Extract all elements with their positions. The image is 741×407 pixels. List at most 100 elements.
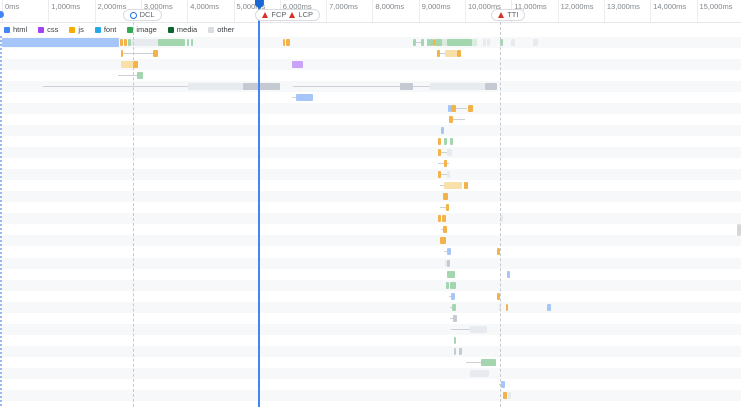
request-bar-js[interactable] bbox=[441, 215, 446, 223]
request-bar-js[interactable] bbox=[451, 104, 457, 112]
request-bar-js[interactable] bbox=[120, 49, 123, 57]
request-bar-other[interactable] bbox=[243, 82, 280, 90]
request-bar-doc[interactable] bbox=[451, 292, 455, 300]
request-bar-css[interactable] bbox=[291, 60, 303, 68]
request-bar-js_pale[interactable] bbox=[120, 60, 134, 68]
request-bar-other_pale[interactable] bbox=[446, 171, 451, 179]
request-bar-img[interactable] bbox=[453, 336, 457, 344]
request-bar-doc[interactable] bbox=[440, 126, 445, 134]
request-bar-other_pale[interactable] bbox=[445, 259, 447, 267]
request-bar-js[interactable] bbox=[437, 49, 440, 57]
request-bar-other_pale[interactable] bbox=[131, 38, 159, 46]
fcp-lcp-badge[interactable]: FCP LCP bbox=[255, 9, 321, 21]
request-bar-js[interactable] bbox=[438, 149, 441, 157]
request-bar-js[interactable] bbox=[433, 38, 435, 46]
request-bar-js[interactable] bbox=[496, 292, 501, 300]
request-bar-other[interactable] bbox=[484, 82, 497, 90]
request-bar-img[interactable] bbox=[427, 38, 430, 46]
request-bar-img[interactable] bbox=[421, 38, 425, 46]
request-bar-other_pale[interactable] bbox=[483, 38, 486, 46]
request-bar-js[interactable] bbox=[120, 38, 123, 46]
request-bar-js[interactable] bbox=[438, 171, 441, 179]
request-bar-js[interactable] bbox=[442, 193, 448, 201]
request-bar-js[interactable] bbox=[496, 248, 501, 256]
request-bar-img_pale[interactable] bbox=[471, 38, 478, 46]
request-bar-img[interactable] bbox=[413, 38, 416, 46]
request-bar-doc[interactable] bbox=[2, 37, 120, 47]
request-lane bbox=[0, 313, 741, 324]
fcp-flag-icon[interactable] bbox=[254, 0, 264, 9]
request-bar-img[interactable] bbox=[137, 71, 144, 79]
request-bar-other_pale[interactable] bbox=[508, 392, 511, 400]
request-bar-js[interactable] bbox=[439, 237, 446, 245]
request-lane bbox=[0, 191, 741, 203]
request-bar-js[interactable] bbox=[124, 38, 127, 46]
request-bar-js[interactable] bbox=[152, 49, 159, 57]
tti-badge[interactable]: TTI bbox=[491, 9, 526, 21]
request-bar-other_pale[interactable] bbox=[510, 38, 515, 46]
request-bar-img[interactable] bbox=[127, 38, 132, 46]
request-bar-img[interactable] bbox=[429, 38, 434, 46]
request-bar-js[interactable] bbox=[502, 392, 508, 400]
request-bar-img[interactable] bbox=[190, 38, 194, 46]
request-bar-other[interactable] bbox=[453, 347, 457, 355]
request-lane bbox=[0, 246, 741, 257]
request-bar-js[interactable] bbox=[506, 303, 509, 311]
request-bar-other[interactable] bbox=[452, 314, 458, 322]
request-bar-other[interactable] bbox=[458, 347, 463, 355]
request-bar-js[interactable] bbox=[464, 182, 469, 190]
request-bar-other[interactable] bbox=[446, 259, 451, 267]
request-bar-js[interactable] bbox=[438, 215, 441, 223]
request-bar-other[interactable] bbox=[400, 82, 414, 90]
request-bar-other_pale[interactable] bbox=[429, 82, 485, 90]
timeline-ruler[interactable]: 0ms 1,000ms 2,000ms 3,000ms 4,000ms 5,000ms 6,… bbox=[0, 0, 741, 23]
request-bar-js[interactable] bbox=[438, 137, 441, 145]
scrollbar-thumb[interactable] bbox=[737, 224, 741, 236]
request-bar-js[interactable] bbox=[133, 60, 139, 68]
request-bar-line bbox=[439, 207, 446, 209]
request-bar-img[interactable] bbox=[444, 137, 447, 145]
request-bar-js[interactable] bbox=[448, 115, 453, 123]
legend-label: other bbox=[217, 25, 235, 34]
request-bar-img[interactable] bbox=[500, 38, 503, 46]
request-bar-js[interactable] bbox=[283, 38, 285, 46]
request-bar-img_pale[interactable] bbox=[441, 38, 447, 46]
request-bar-other_pale[interactable] bbox=[470, 370, 490, 378]
request-bar-img[interactable] bbox=[434, 38, 442, 46]
legend-label: js bbox=[78, 25, 84, 34]
request-bar-doc[interactable] bbox=[546, 303, 552, 311]
request-bar-js[interactable] bbox=[457, 49, 461, 57]
request-bar-js[interactable] bbox=[446, 204, 449, 212]
request-bar-line bbox=[465, 361, 482, 363]
request-bar-other_pale[interactable] bbox=[188, 82, 244, 90]
request-bar-doc[interactable] bbox=[447, 104, 452, 112]
ruler-tick-label: 8,000ms bbox=[375, 2, 405, 11]
request-bar-doc[interactable] bbox=[446, 248, 452, 256]
dcl-badge[interactable]: DCL bbox=[122, 9, 162, 21]
request-bar-other_pale[interactable] bbox=[446, 149, 453, 157]
request-bar-img[interactable] bbox=[446, 281, 449, 289]
request-bar-other_pale[interactable] bbox=[498, 303, 502, 311]
request-bar-other_pale[interactable] bbox=[533, 38, 539, 46]
request-bar-doc[interactable] bbox=[507, 270, 510, 278]
request-bar-js_pale[interactable] bbox=[444, 182, 462, 190]
request-bar-img[interactable] bbox=[158, 38, 185, 46]
request-bar-js_pale[interactable] bbox=[445, 49, 458, 57]
request-bar-img[interactable] bbox=[187, 38, 190, 46]
request-bar-img[interactable] bbox=[450, 137, 453, 145]
request-bar-js[interactable] bbox=[444, 160, 447, 168]
request-bar-other_pale[interactable] bbox=[487, 38, 490, 46]
request-bar-js[interactable] bbox=[285, 38, 290, 46]
request-bar-img[interactable] bbox=[481, 358, 497, 366]
fcp-lcp-marker-line bbox=[258, 5, 261, 407]
request-bar-img[interactable] bbox=[446, 38, 472, 46]
request-bar-other_pale[interactable] bbox=[470, 325, 488, 333]
request-bar-doc[interactable] bbox=[501, 381, 505, 389]
request-bar-img[interactable] bbox=[446, 270, 455, 278]
request-bar-doc[interactable] bbox=[296, 93, 314, 101]
request-bar-img[interactable] bbox=[452, 303, 457, 311]
request-bar-other_pale[interactable] bbox=[500, 215, 503, 223]
request-bar-img[interactable] bbox=[450, 281, 457, 289]
request-bar-js[interactable] bbox=[442, 226, 447, 234]
request-bar-js[interactable] bbox=[468, 104, 473, 112]
